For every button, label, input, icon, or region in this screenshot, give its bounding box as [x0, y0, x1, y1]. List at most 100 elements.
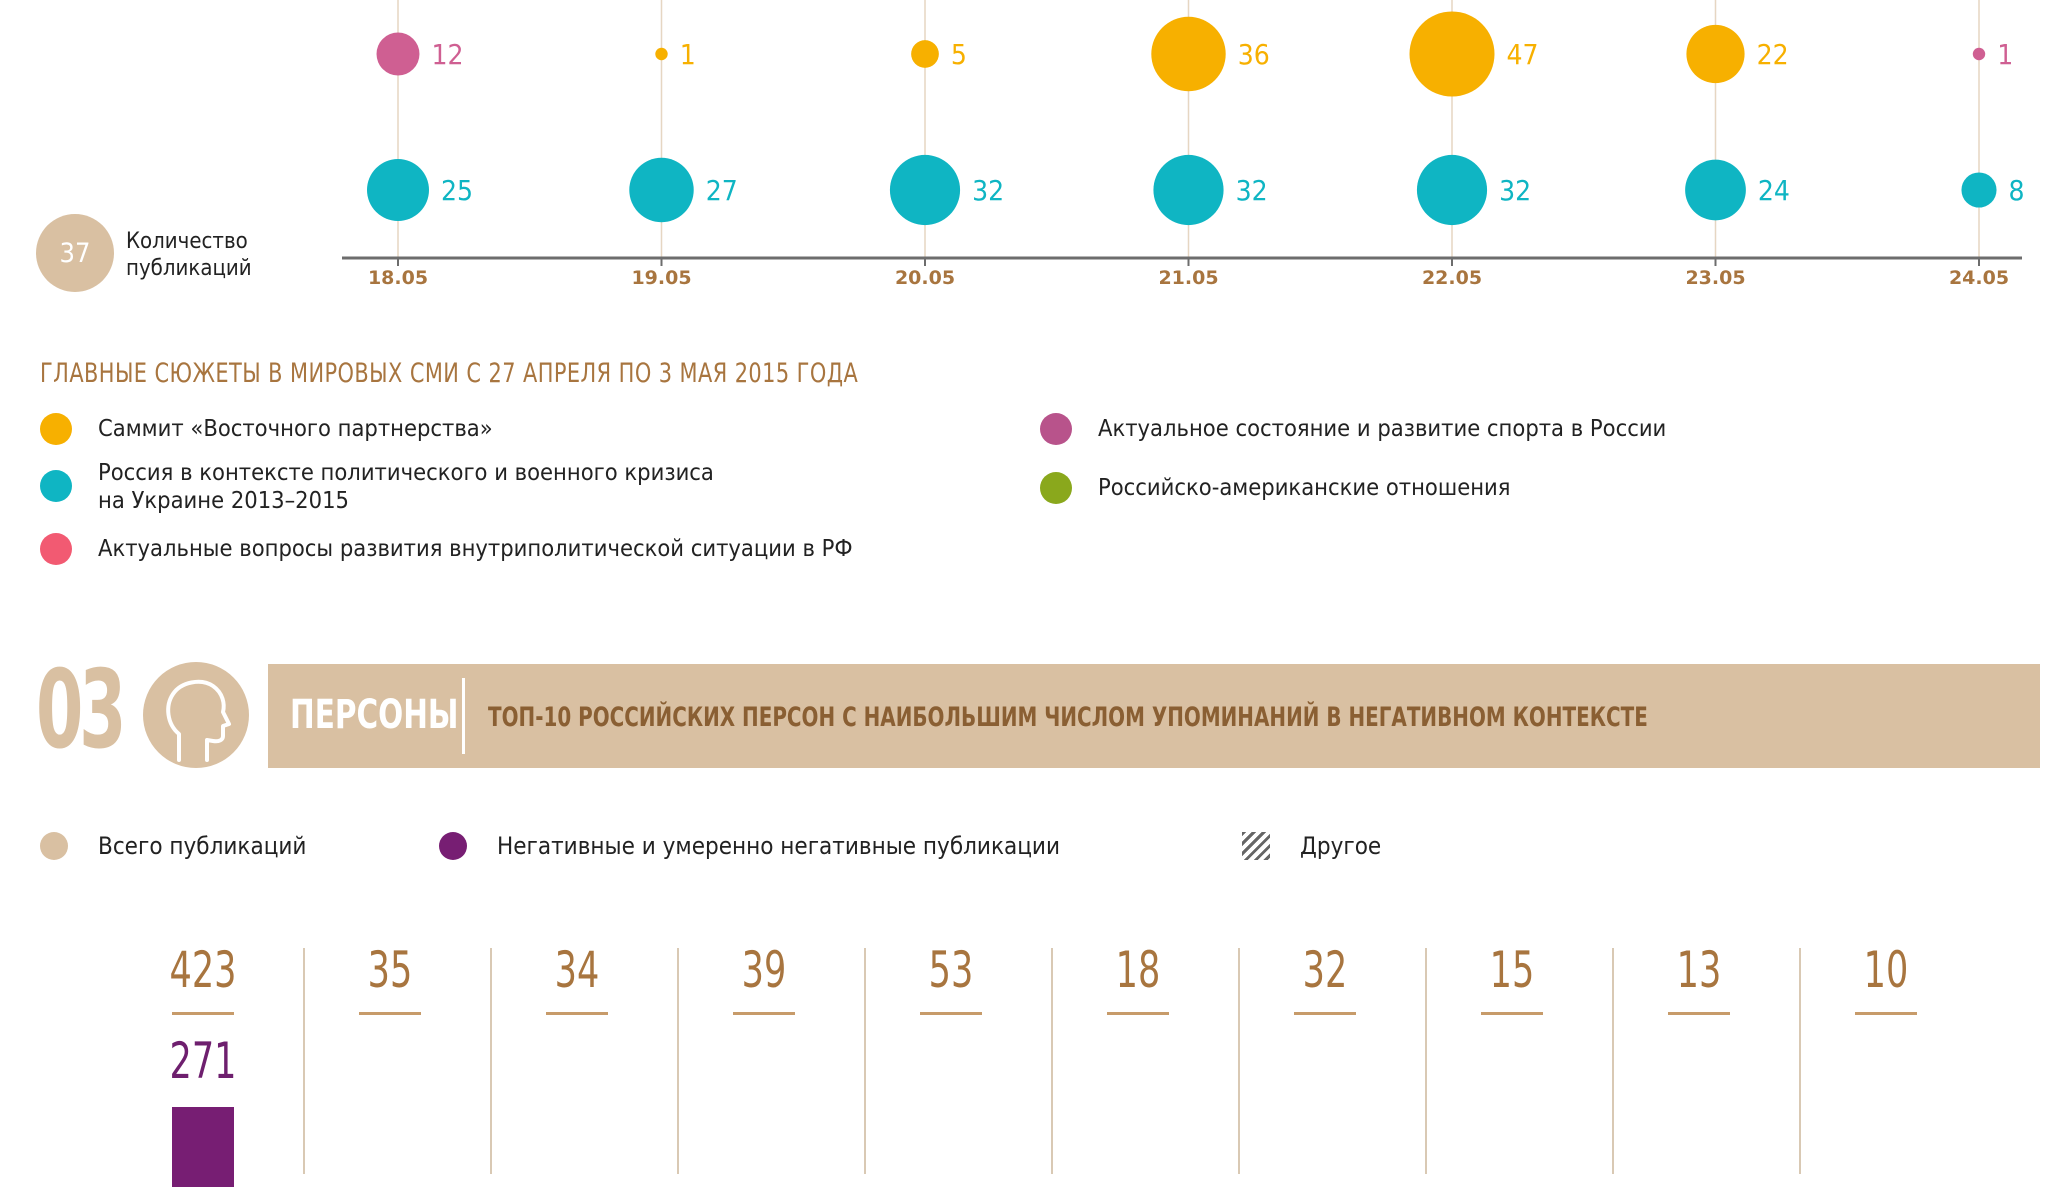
person-column: 15 — [1457, 940, 1567, 1015]
person-column: 53 — [896, 940, 1006, 1015]
bubble — [889, 154, 961, 226]
person-total-underline — [1668, 1012, 1730, 1015]
topic-item: Россия в контексте политического и военн… — [40, 458, 714, 514]
person-head-icon — [143, 662, 249, 768]
person-total-value: 15 — [1489, 941, 1535, 999]
topic-item: Актуальные вопросы развития внутриполити… — [40, 533, 853, 565]
person-column: 18 — [1083, 940, 1193, 1015]
topic-label: Российско-американские отношения — [1098, 473, 1511, 501]
topic-label: Саммит «Восточного партнерства» — [98, 414, 493, 442]
bubble-value-label: 32 — [1236, 174, 1268, 207]
bubble — [629, 157, 694, 223]
legend-key-label: Количество публикаций — [126, 228, 252, 282]
topic-label: Актуальные вопросы развития внутриполити… — [98, 534, 853, 562]
person-negative-bar — [172, 1107, 234, 1187]
x-tick-label: 24.05 — [1949, 267, 2009, 289]
person-column: 423 271 — [148, 940, 258, 1187]
bubble-value-label: 8 — [2009, 174, 2025, 207]
bubble — [1151, 16, 1226, 92]
bubble-value-label: 1 — [1997, 38, 2013, 71]
person-total-underline — [1855, 1012, 1917, 1015]
x-tick-label: 23.05 — [1685, 267, 1745, 289]
person-total-underline — [546, 1012, 608, 1015]
bubble — [911, 40, 939, 68]
bubble — [655, 47, 668, 61]
bubble-value-label: 27 — [706, 174, 738, 207]
person-column: 35 — [335, 940, 445, 1015]
person-column: 13 — [1644, 940, 1754, 1015]
topic-dot — [40, 413, 72, 445]
topic-label: Актуальное состояние и развитие спорта в… — [1098, 414, 1667, 442]
legend-total-label: Всего публикаций — [98, 832, 307, 860]
person-total-underline — [1107, 1012, 1169, 1015]
person-total-value: 32 — [1302, 941, 1348, 999]
x-tick-label: 19.05 — [631, 267, 691, 289]
column-divider — [1238, 948, 1240, 1174]
person-total-underline — [1294, 1012, 1356, 1015]
legend-total-dot — [40, 832, 68, 860]
person-total-value: 39 — [741, 941, 787, 999]
person-total-value: 13 — [1676, 941, 1722, 999]
legend-negative-label: Негативные и умеренно негативные публика… — [497, 832, 1060, 860]
legend-key-label-line2: публикаций — [126, 256, 252, 281]
bubble — [1416, 154, 1488, 226]
bubble-value-label: 1 — [680, 38, 696, 71]
person-total-value: 53 — [928, 941, 974, 999]
person-column: 34 — [522, 940, 632, 1015]
person-total-value: 35 — [367, 941, 413, 999]
person-column: 32 — [1270, 940, 1380, 1015]
person-negative-value: 271 — [169, 1032, 237, 1090]
column-divider — [677, 948, 679, 1174]
person-total-value: 423 — [169, 941, 237, 999]
bubble-chart: 18.05 19.05 20.05 21.05 22.05 23.05 24.05 12 1 1 5… — [342, 0, 2025, 289]
person-column: 39 — [709, 940, 819, 1015]
x-tick-label: 18.05 — [368, 267, 428, 289]
person-total-underline — [920, 1012, 982, 1015]
bubble-value-label: 5 — [951, 38, 967, 71]
bubble — [1686, 24, 1745, 84]
bubble-value-label: 24 — [1758, 174, 1790, 207]
legend-negative: Негативные и умеренно негативные публика… — [439, 832, 1060, 860]
person-column: 10 — [1831, 940, 1941, 1015]
bubble — [376, 32, 420, 76]
bubble-value-label: 32 — [1499, 174, 1531, 207]
legend-key-label-line1: Количество — [126, 229, 248, 254]
bubble-value-label: 25 — [441, 174, 473, 207]
legend-other-label: Другое — [1300, 832, 1382, 860]
legend-negative-dot — [439, 832, 467, 860]
bubble-value-label: 36 — [1238, 38, 1270, 71]
bubble — [1153, 154, 1224, 226]
x-tick-label: 20.05 — [895, 267, 955, 289]
legend-key-circle: 37 — [36, 214, 114, 292]
bubble — [1972, 47, 1986, 61]
column-divider — [303, 948, 305, 1174]
bubble — [1685, 159, 1746, 221]
topic-dot — [1040, 472, 1072, 504]
column-divider — [1425, 948, 1427, 1174]
section-number: 03 — [36, 648, 126, 773]
topics-title: ГЛАВНЫЕ СЮЖЕТЫ В МИРОВЫХ СМИ С 27 АПРЕЛЯ… — [40, 358, 859, 389]
bubble-value-label: 47 — [1507, 38, 1539, 71]
person-total-value: 10 — [1863, 941, 1909, 999]
column-divider — [1612, 948, 1614, 1174]
person-total-value: 18 — [1115, 941, 1161, 999]
person-total-underline — [172, 1012, 234, 1015]
bubble-value-label: 12 — [431, 38, 463, 71]
banner-subtitle: ТОП-10 РОССИЙСКИХ ПЕРСОН С НАИБОЛЬШИМ ЧИ… — [488, 702, 1648, 733]
legend-key-value: 37 — [59, 237, 91, 269]
bubble — [1961, 172, 1997, 208]
topic-item: Актуальное состояние и развитие спорта в… — [1040, 413, 1667, 445]
x-tick-label: 22.05 — [1422, 267, 1482, 289]
topic-dot — [1040, 413, 1072, 445]
bubble — [367, 159, 429, 221]
column-divider — [1799, 948, 1801, 1174]
bubble-value-label: 32 — [972, 174, 1004, 207]
topic-item: Саммит «Восточного партнерства» — [40, 413, 493, 445]
persons-banner: ПЕРСОНЫ ТОП-10 РОССИЙСКИХ ПЕРСОН С НАИБО… — [268, 664, 2040, 768]
person-total-underline — [1481, 1012, 1543, 1015]
topic-item: Российско-американские отношения — [1040, 472, 1511, 504]
topic-label: Россия в контексте политического и военн… — [98, 458, 714, 486]
bubble — [1409, 11, 1495, 97]
topic-dot — [40, 533, 72, 565]
topic-dot — [40, 470, 72, 502]
